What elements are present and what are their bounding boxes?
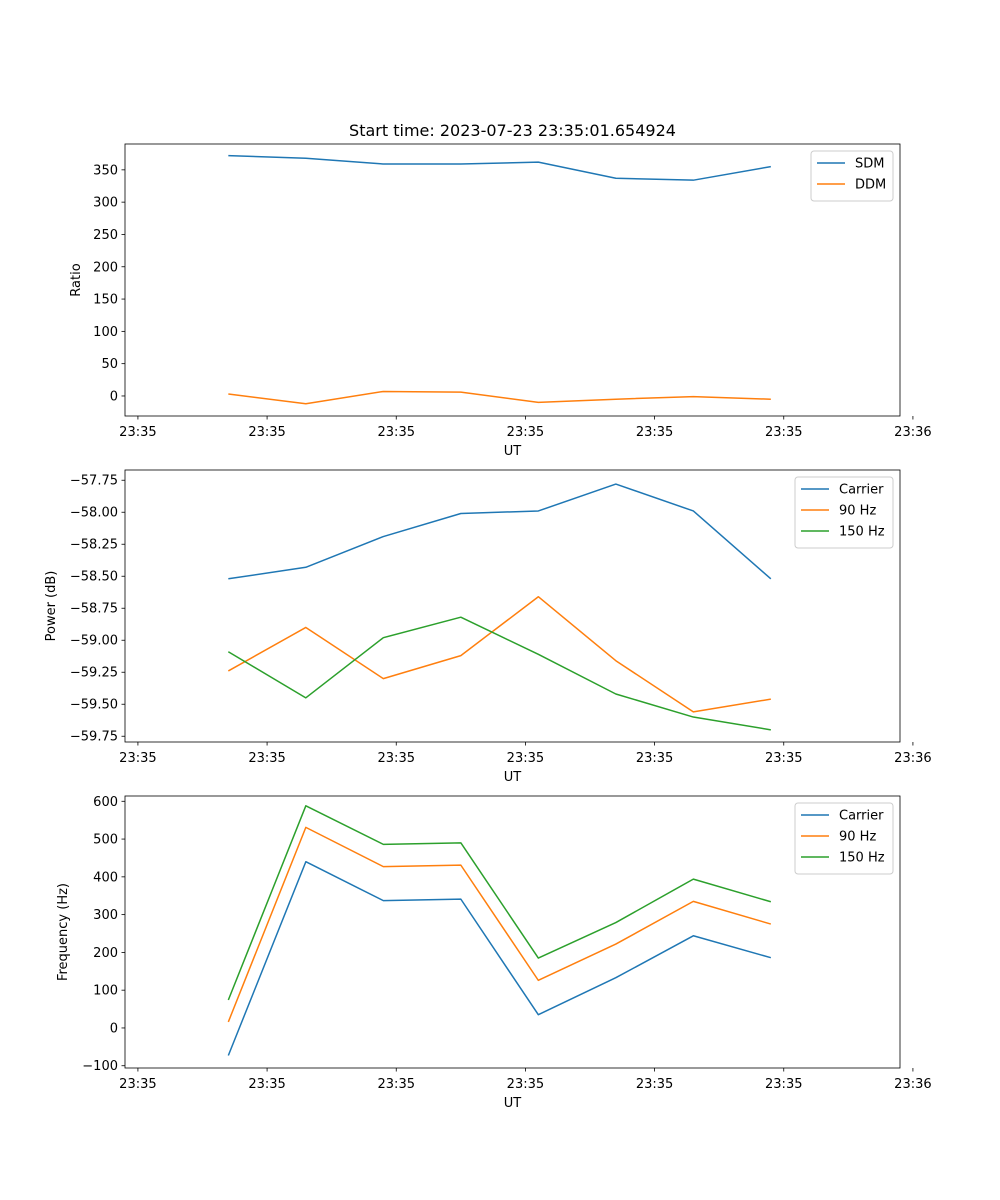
y-tick-label: 350 <box>93 163 118 178</box>
x-tick-label: 23:35 <box>765 425 802 440</box>
y-tick-label: −58.50 <box>70 570 118 585</box>
x-tick-label: 23:35 <box>119 1077 156 1092</box>
charts: 23:35 23:35 23:35 23:35 23:35 23:35 23:36 0 50 10… <box>44 143 932 1111</box>
x-tick-label: 23:35 <box>507 751 544 766</box>
y-tick-label: −100 <box>82 1059 118 1074</box>
x-axis-label: UT <box>504 1096 522 1111</box>
y-tick-label: −57.75 <box>70 474 118 489</box>
series-line-90-hz <box>227 826 772 1023</box>
x-tick-label: 23:35 <box>765 1077 802 1092</box>
y-tick-label: 400 <box>93 870 118 885</box>
figure-title: Start time: 2023-07-23 23:35:01.654924 <box>349 121 676 140</box>
y-tick-label: 0 <box>110 1021 118 1036</box>
x-axis-label: UT <box>504 444 522 459</box>
series-line-ddm <box>228 390 771 405</box>
x-tick-label: 23:36 <box>894 751 931 766</box>
x-tick-label: 23:35 <box>765 751 802 766</box>
legend-label: 90 Hz <box>839 504 876 519</box>
x-tick-label: 23:35 <box>636 751 673 766</box>
y-tick-label: −58.25 <box>70 538 118 553</box>
x-tick-label: 23:36 <box>894 1077 931 1092</box>
series-line-150-hz <box>227 616 771 731</box>
series-line-carrier <box>227 860 772 1056</box>
x-tick-label: 23:35 <box>636 1077 673 1092</box>
y-tick-label: −58.00 <box>70 506 118 521</box>
y-tick-label: 200 <box>93 946 118 961</box>
y-axis-label: Power (dB) <box>44 571 59 642</box>
series-line-90-hz <box>227 595 771 713</box>
axes-frame <box>124 143 901 417</box>
y-tick-label: 250 <box>93 228 118 243</box>
x-tick-label: 23:35 <box>636 425 673 440</box>
y-tick-label: 50 <box>101 357 118 372</box>
x-tick-label: 23:35 <box>378 425 415 440</box>
axes-frame <box>124 469 901 743</box>
x-tick-label: 23:35 <box>507 1077 544 1092</box>
y-tick-label: 100 <box>93 984 118 999</box>
axes-frame <box>124 795 901 1069</box>
y-tick-label: 100 <box>93 325 118 340</box>
y-tick-label: −59.50 <box>70 698 118 713</box>
x-tick-label: 23:35 <box>119 751 156 766</box>
y-tick-label: −59.25 <box>70 666 118 681</box>
legend-label: 90 Hz <box>839 830 876 845</box>
series-line-sdm <box>228 154 771 181</box>
y-tick-label: 0 <box>110 389 118 404</box>
x-axis-label: UT <box>504 770 522 785</box>
y-tick-label: 600 <box>93 795 118 810</box>
y-tick-label: −58.75 <box>70 602 118 617</box>
series-line-150-hz <box>227 805 772 1001</box>
y-tick-label: 300 <box>93 196 118 211</box>
x-tick-label: 23:35 <box>248 751 285 766</box>
legend-label: SDM <box>855 157 884 172</box>
y-tick-label: 500 <box>93 833 118 848</box>
chart-panel-2: 23:35 23:35 23:35 23:35 23:35 23:35 23:36 −59.7… <box>44 469 932 785</box>
legend-label: 150 Hz <box>839 851 885 866</box>
x-tick-label: 23:35 <box>378 751 415 766</box>
legend-label: DDM <box>855 178 886 193</box>
legend-label: 150 Hz <box>839 525 885 540</box>
legend-label: Carrier <box>839 809 884 824</box>
chart-panel-3: 23:35 23:35 23:35 23:35 23:35 23:35 23:36 −100 0… <box>56 795 932 1111</box>
y-tick-label: −59.75 <box>70 730 118 745</box>
series-line-carrier <box>228 483 772 580</box>
y-tick-label: −59.00 <box>70 634 118 649</box>
y-tick-label: 150 <box>93 293 118 308</box>
x-tick-label: 23:35 <box>248 425 285 440</box>
y-axis-label: Ratio <box>69 263 84 296</box>
legend-label: Carrier <box>839 483 884 498</box>
y-axis-label: Frequency (Hz) <box>56 883 71 981</box>
y-tick-label: 300 <box>93 908 118 923</box>
x-tick-label: 23:35 <box>248 1077 285 1092</box>
x-tick-label: 23:35 <box>378 1077 415 1092</box>
y-tick-label: 200 <box>93 260 118 275</box>
x-tick-label: 23:35 <box>119 425 156 440</box>
x-tick-label: 23:36 <box>894 425 931 440</box>
x-tick-label: 23:35 <box>507 425 544 440</box>
chart-panel-1: 23:35 23:35 23:35 23:35 23:35 23:35 23:36 0 50 10… <box>69 143 932 459</box>
